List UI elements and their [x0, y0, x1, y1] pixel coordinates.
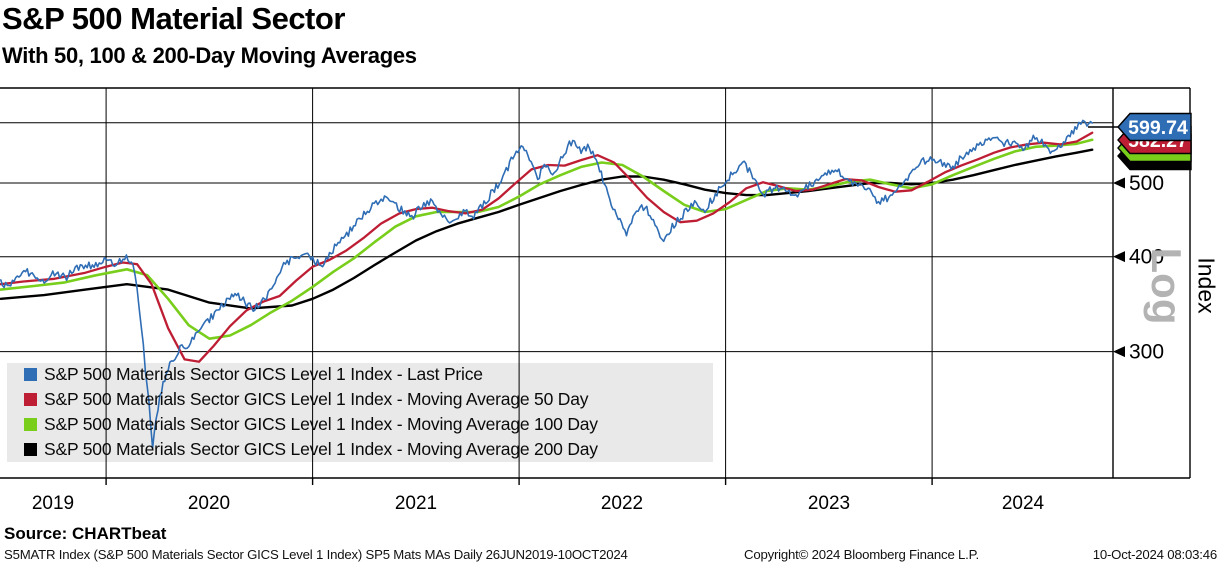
legend-color-swatch — [24, 443, 37, 456]
x-tick-label: 2019 — [31, 493, 75, 514]
legend-label: S&P 500 Materials Sector GICS Level 1 In… — [44, 389, 589, 409]
legend-color-swatch — [24, 418, 37, 431]
x-tick-label: 2021 — [394, 493, 438, 514]
legend-item: S&P 500 Materials Sector GICS Level 1 In… — [7, 388, 713, 412]
x-tick-label: 2022 — [600, 493, 644, 514]
x-tick-label: 2020 — [187, 493, 231, 514]
page-title: S&P 500 Material Sector — [2, 1, 345, 36]
svg-text:300: 300 — [1129, 341, 1164, 364]
legend-label: S&P 500 Materials Sector GICS Level 1 In… — [44, 414, 598, 434]
x-tick-label: 2024 — [1001, 493, 1045, 514]
svg-text:400: 400 — [1129, 246, 1164, 269]
legend-label: S&P 500 Materials Sector GICS Level 1 In… — [44, 439, 598, 459]
svg-text:599.74: 599.74 — [1128, 117, 1188, 139]
last-price-badge: 599.74 — [1117, 112, 1192, 142]
log-scale-watermark: Log — [1143, 247, 1190, 325]
page-subtitle: With 50, 100 & 200-Day Moving Averages — [2, 43, 417, 68]
legend-item: S&P 500 Materials Sector GICS Level 1 In… — [7, 438, 713, 462]
legend-color-swatch — [24, 368, 37, 381]
y-axis-title: Index — [1193, 257, 1220, 314]
legend-color-swatch — [24, 393, 37, 406]
svg-text:500: 500 — [1129, 172, 1164, 195]
legend-item: S&P 500 Materials Sector GICS Level 1 In… — [7, 413, 713, 437]
source-label: Source: CHARTbeat — [4, 524, 167, 543]
x-tick-label: 2023 — [807, 493, 851, 514]
footer-security-note: S5MATR Index (S&P 500 Materials Sector G… — [4, 547, 628, 562]
footer-datetime: 10-Oct-2024 08:03:46 — [1092, 547, 1218, 562]
legend-item: S&P 500 Materials Sector GICS Level 1 In… — [7, 363, 713, 387]
chart-legend: S&P 500 Materials Sector GICS Level 1 In… — [7, 362, 713, 462]
footer-copyright: Copyright© 2024 Bloomberg Finance L.P. — [744, 547, 979, 562]
legend-label: S&P 500 Materials Sector GICS Level 1 In… — [44, 364, 483, 384]
